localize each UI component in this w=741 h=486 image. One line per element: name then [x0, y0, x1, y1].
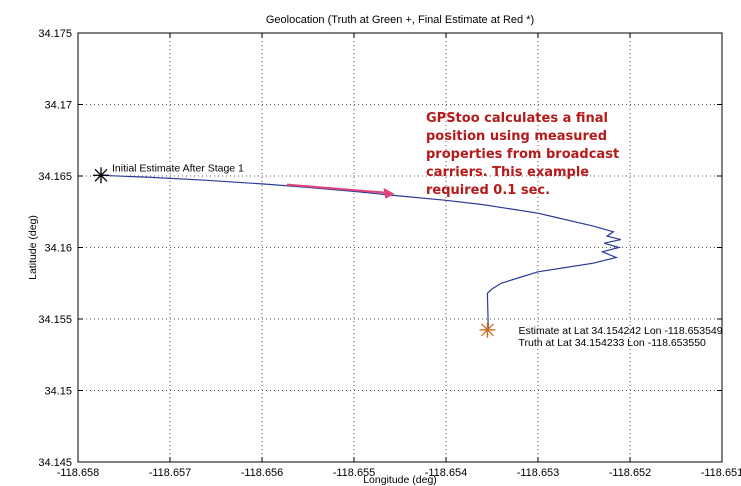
truth-label: Truth at Lat 34.154233 Lon -118.653550 — [518, 337, 706, 349]
grid — [78, 33, 722, 462]
y-tick-label: 34.155 — [38, 314, 72, 326]
note-line: carriers. This example — [426, 165, 589, 180]
arrow-shaft — [286, 183, 389, 194]
note-line: GPStoo calculates a final — [426, 111, 608, 126]
y-tick-label: 34.145 — [38, 457, 72, 469]
estimate-label: Estimate at Lat 34.154242 Lon -118.65354… — [518, 325, 722, 337]
y-tick-label: 34.16 — [44, 243, 72, 255]
arrow-head — [383, 187, 395, 199]
annotation-arrow — [286, 183, 395, 199]
note-line: required 0.1 sec. — [426, 183, 550, 198]
x-axis-label: Longitude (deg) — [363, 474, 437, 486]
note-line: position using measured — [426, 129, 607, 144]
chart-title: Geolocation (Truth at Green +, Final Est… — [266, 14, 534, 26]
note-line: properties from broadcast — [426, 147, 619, 162]
axis-ticks: -118.658 -118.657 -118.656 -118.655 -118.654… — [38, 28, 741, 479]
x-tick-label: -118.651 — [701, 467, 741, 479]
x-tick-label: -118.652 — [609, 467, 652, 479]
initial-estimate-label: Initial Estimate After Stage 1 — [112, 162, 244, 174]
markers — [93, 167, 496, 338]
trajectory-series — [100, 174, 622, 330]
y-tick-label: 34.165 — [38, 171, 72, 183]
callout-note: GPStoo calculates a final position using … — [426, 111, 619, 198]
final-estimate-marker — [479, 321, 496, 338]
x-tick-label: -118.654 — [425, 467, 468, 479]
y-axis-label: Latitude (deg) — [27, 215, 39, 280]
x-tick-label: -118.658 — [57, 467, 100, 479]
initial-estimate-marker — [93, 167, 109, 184]
y-tick-label: 34.175 — [38, 28, 72, 40]
x-tick-label: -118.657 — [149, 467, 192, 479]
x-tick-label: -118.653 — [517, 467, 560, 479]
x-tick-label: -118.655 — [333, 467, 376, 479]
x-tick-label: -118.656 — [241, 467, 284, 479]
y-tick-label: 34.17 — [44, 100, 72, 112]
trajectory-line — [100, 174, 622, 330]
y-tick-label: 34.15 — [44, 386, 72, 398]
